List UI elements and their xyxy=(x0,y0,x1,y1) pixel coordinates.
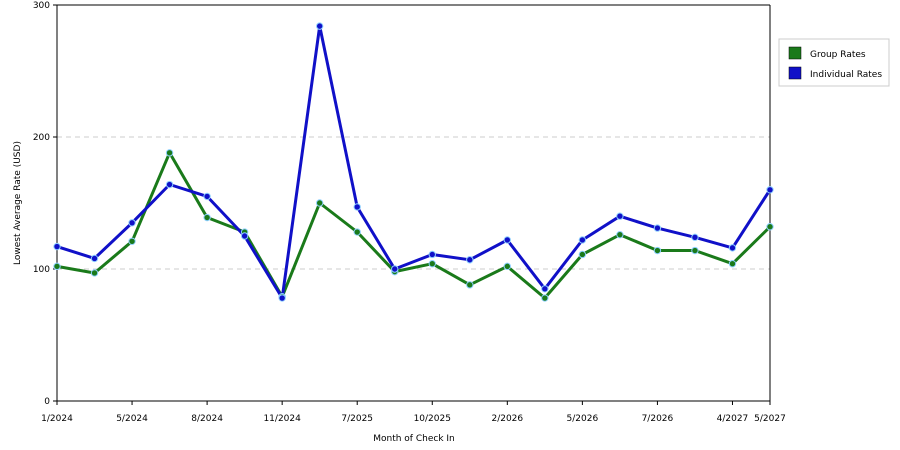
data-point-s0-19 xyxy=(766,223,774,231)
data-point-s0-18 xyxy=(728,260,737,268)
legend: Group Rates Individual Rates xyxy=(778,38,890,87)
x-tick-label-14: 5/2026 xyxy=(567,414,599,424)
data-point-s1-7 xyxy=(315,22,324,30)
data-point-s1-17 xyxy=(691,233,699,242)
y-axis-title: Lowest Average Rate (USD) xyxy=(13,141,23,265)
data-point-s0-2 xyxy=(128,237,136,245)
data-point-s1-16 xyxy=(653,224,662,232)
x-tick-label-16: 7/2026 xyxy=(642,414,674,424)
data-point-s0-15 xyxy=(616,230,624,239)
data-point-s0-13 xyxy=(541,294,549,302)
data-point-s1-15 xyxy=(616,212,624,220)
data-point-s1-10 xyxy=(428,250,436,259)
legend-label-individual-rates: Individual Rates xyxy=(810,70,882,80)
data-point-s0-4 xyxy=(203,213,211,222)
data-point-s0-10 xyxy=(428,260,436,268)
y-tick-label-0: 0 xyxy=(44,397,50,407)
data-point-s1-5 xyxy=(240,232,249,240)
legend-label-group-rates: Group Rates xyxy=(810,50,866,60)
x-tick-label-10: 10/2025 xyxy=(414,414,451,424)
data-point-s1-0 xyxy=(53,242,61,251)
y-tick-label-200: 200 xyxy=(33,133,50,143)
y-tick-label-300: 300 xyxy=(33,1,50,11)
data-point-s1-13 xyxy=(541,285,549,293)
axes xyxy=(56,4,771,402)
data-point-s1-2 xyxy=(128,219,136,227)
data-point-s0-7 xyxy=(315,199,324,207)
x-tick-label-8: 7/2025 xyxy=(341,414,373,424)
data-point-s1-9 xyxy=(391,265,399,273)
data-point-s0-1 xyxy=(90,269,99,277)
y-tick-label-100: 100 xyxy=(33,265,50,275)
data-point-s0-3 xyxy=(165,149,174,157)
data-point-s0-17 xyxy=(691,246,699,255)
x-axis-ticks: 1/2024 5/2024 8/2024 11/2024 7/2025 10/2025 2/… xyxy=(41,401,786,424)
x-tick-label-19: 5/2027 xyxy=(754,414,786,424)
x-tick-label-18: 4/2027 xyxy=(717,414,749,424)
x-tick-label-0: 1/2024 xyxy=(41,414,73,424)
legend-swatch-group-rates xyxy=(788,46,802,60)
data-point-s1-4 xyxy=(203,192,211,201)
data-point-s1-19 xyxy=(766,186,774,194)
data-point-s1-3 xyxy=(165,180,174,189)
data-point-s0-8 xyxy=(353,228,361,236)
data-point-s1-12 xyxy=(503,236,512,244)
data-point-s0-14 xyxy=(578,250,587,259)
x-tick-label-2: 5/2024 xyxy=(116,414,148,424)
data-point-s0-11 xyxy=(466,281,474,289)
data-point-s0-0 xyxy=(53,262,61,271)
data-point-s1-11 xyxy=(466,256,474,264)
grid-lines xyxy=(57,136,770,270)
data-point-s0-16 xyxy=(653,246,662,255)
x-tick-label-12: 2/2026 xyxy=(491,414,523,424)
x-tick-label-6: 11/2024 xyxy=(263,414,301,424)
legend-swatch-individual-rates xyxy=(788,66,802,80)
series-group xyxy=(53,22,774,302)
x-axis-title: Month of Check In xyxy=(373,434,455,444)
data-point-s1-8 xyxy=(353,203,361,211)
x-tick-label-4: 8/2024 xyxy=(191,414,223,424)
series-line-1 xyxy=(56,24,772,300)
data-point-s1-6 xyxy=(278,294,286,302)
series-line-0 xyxy=(56,151,772,300)
data-point-s0-12 xyxy=(503,262,512,271)
data-point-s1-14 xyxy=(578,236,587,244)
data-point-s1-1 xyxy=(90,254,99,263)
data-point-s1-18 xyxy=(728,244,737,252)
